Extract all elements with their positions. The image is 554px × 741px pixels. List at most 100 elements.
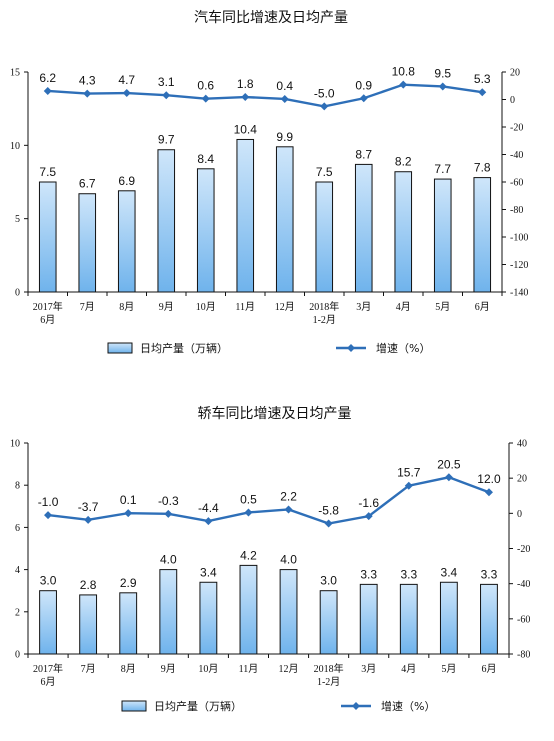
x-tick-label: 8月 — [121, 663, 136, 675]
bar — [239, 564, 258, 655]
x-tick-label: 6月 — [481, 663, 496, 675]
growth-value-label: -3.7 — [78, 500, 99, 514]
left-tick-label: 10 — [10, 141, 20, 152]
bar-value-label: 9.9 — [276, 130, 293, 144]
right-tick-label: -40 — [517, 579, 530, 590]
bar — [480, 583, 498, 655]
growth-point — [320, 102, 329, 111]
x-tick-label: 6月 — [475, 301, 490, 313]
right-tick-label: -80 — [517, 650, 530, 661]
x-tick-label: 9月 — [161, 663, 176, 675]
left-tick-label: 0 — [15, 650, 20, 661]
growth-value-label: 0.6 — [197, 79, 214, 93]
growth-point — [359, 94, 368, 103]
growth-value-label: 3.1 — [158, 75, 175, 89]
legend-bar-swatch — [121, 700, 147, 712]
legend-line-marker — [352, 702, 360, 710]
x-tick-label: 5月 — [441, 663, 456, 675]
bar — [79, 594, 98, 655]
x-tick-label: 6月 — [41, 676, 56, 688]
bar-value-label: 7.8 — [474, 161, 491, 175]
bar-value-label: 9.7 — [158, 133, 175, 147]
growth-value-label: 10.8 — [392, 65, 416, 79]
bar-value-label: 3.0 — [40, 574, 57, 588]
bar — [117, 190, 136, 293]
growth-line — [47, 83, 483, 108]
bar-value-label: 8.2 — [395, 155, 412, 169]
right-tick-label: 0 — [510, 95, 515, 106]
bar — [78, 193, 97, 293]
growth-point — [83, 89, 92, 98]
bar — [359, 583, 378, 655]
bar-value-label: 2.8 — [80, 578, 97, 592]
growth-point — [44, 511, 53, 520]
x-tick-label: 4月 — [396, 301, 411, 313]
x-tick-label: 2018年 — [314, 662, 344, 675]
bar-value-label: 7.7 — [434, 162, 451, 176]
growth-value-label: 0.5 — [240, 492, 257, 506]
bar — [354, 163, 373, 293]
growth-point — [122, 89, 131, 98]
growth-value-label: 0.4 — [276, 79, 293, 93]
bar — [157, 149, 176, 293]
growth-point — [204, 517, 213, 526]
x-tick-label: 1-2月 — [313, 314, 336, 326]
growth-line — [47, 476, 490, 525]
growth-point — [324, 519, 333, 528]
growth-point — [164, 509, 173, 518]
right-tick-label: -20 — [510, 123, 523, 134]
growth-point — [404, 481, 413, 490]
growth-value-label: -5.8 — [318, 504, 339, 518]
bar-value-label: 7.5 — [39, 165, 56, 179]
bar — [394, 171, 413, 293]
x-tick-label: 2017年 — [33, 662, 63, 675]
growth-value-label: 0.9 — [355, 78, 372, 92]
growth-value-label: 9.5 — [434, 66, 451, 80]
left-tick-label: 15 — [10, 68, 20, 79]
growth-value-label: 5.3 — [474, 72, 491, 86]
bar — [439, 581, 458, 655]
right-tick-label: -20 — [517, 544, 530, 555]
growth-point — [124, 509, 133, 518]
left-tick-label: 2 — [15, 607, 20, 618]
growth-value-label: -1.6 — [358, 496, 379, 510]
x-tick-label: 10月 — [198, 663, 218, 675]
growth-point — [364, 512, 373, 521]
bar-value-label: 2.9 — [120, 576, 137, 590]
bar — [199, 581, 218, 655]
growth-point — [162, 91, 171, 100]
growth-point — [478, 88, 487, 97]
bar — [275, 146, 294, 293]
bar-value-label: 3.3 — [481, 567, 498, 581]
bar-value-label: 4.0 — [160, 553, 177, 567]
bar-value-label: 3.4 — [441, 565, 458, 579]
chart-title: 汽车同比增速及日均产量 — [194, 9, 348, 26]
x-tick-label: 8月 — [119, 301, 134, 313]
growth-value-label: 4.3 — [79, 74, 96, 88]
growth-point — [241, 93, 250, 102]
growth-point — [399, 80, 408, 89]
growth-value-label: -4.4 — [198, 501, 219, 515]
x-tick-label: 4月 — [401, 663, 416, 675]
x-tick-label: 1-2月 — [317, 676, 340, 688]
growth-value-label: 6.2 — [39, 71, 56, 85]
growth-value-label: -1.0 — [38, 495, 59, 509]
x-tick-label: 7月 — [80, 301, 95, 313]
x-tick-label: 5月 — [435, 301, 450, 313]
right-tick-label: 20 — [510, 68, 520, 79]
right-tick-label: -60 — [510, 178, 523, 189]
bar — [196, 168, 215, 293]
bar-value-label: 8.7 — [355, 147, 372, 161]
x-tick-label: 9月 — [159, 301, 174, 313]
legend-line-marker — [347, 344, 355, 352]
right-tick-label: -60 — [517, 614, 530, 625]
legend-line-label: 增速（%） — [381, 699, 435, 713]
bar-value-label: 4.0 — [280, 553, 297, 567]
bar-value-label: 3.4 — [200, 565, 217, 579]
growth-point — [84, 515, 93, 524]
bar — [119, 592, 138, 655]
x-tick-label: 12月 — [275, 301, 295, 313]
left-tick-label: 4 — [15, 565, 20, 576]
